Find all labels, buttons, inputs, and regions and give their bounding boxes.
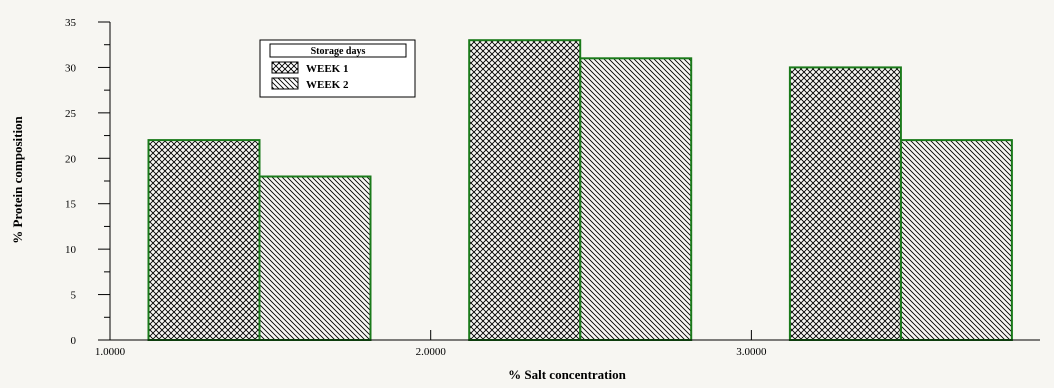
y-tick-label: 35: [65, 17, 77, 29]
x-axis-title: % Salt concentration: [508, 367, 626, 382]
legend-label-week2: WEEK 2: [306, 79, 349, 91]
x-tick-label: 2.0000: [416, 346, 447, 358]
legend-label-week1: WEEK 1: [306, 63, 348, 75]
y-tick-label: 10: [65, 244, 77, 256]
legend-title: Storage days: [311, 46, 366, 57]
y-tick-label: 25: [65, 108, 77, 120]
bar-week1-1: [147, 139, 261, 341]
y-tick-label: 30: [65, 62, 77, 74]
y-axis-title: % Protein composition: [10, 115, 25, 243]
y-tick-label: 15: [65, 199, 77, 211]
legend-swatch-week1: [271, 61, 299, 74]
bar-week2-3: [899, 139, 1013, 341]
legend-swatch-week2: [271, 77, 299, 90]
legend: Storage days WEEK 1 WEEK 2: [259, 39, 416, 98]
x-tick-label: 1.0000: [95, 346, 126, 358]
legend-title-box: [269, 43, 407, 58]
x-tick-label: 3.0000: [736, 346, 767, 358]
bar-week1-3: [788, 66, 902, 342]
bar-week2-1: [258, 175, 372, 341]
bars-layer: [147, 39, 1013, 342]
y-tick-label: 5: [71, 290, 77, 302]
axes-layer: 0 5 10 15 20 25 30 35 1.0000 2.0000 3.0000: [65, 17, 1040, 358]
y-tick-label: 20: [65, 153, 77, 165]
bar-week1-2: [468, 39, 582, 341]
y-tick-label: 0: [71, 335, 77, 347]
bar-week2-2: [579, 57, 693, 342]
